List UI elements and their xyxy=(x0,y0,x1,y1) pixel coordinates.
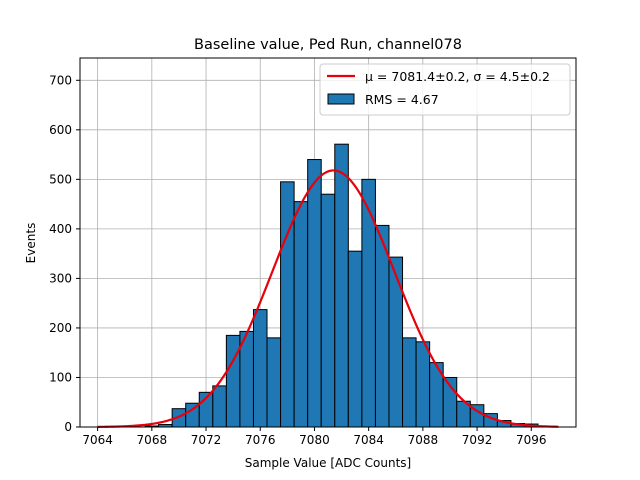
x-tick-label: 7064 xyxy=(82,433,113,447)
y-tick-label: 400 xyxy=(49,222,72,236)
legend-box xyxy=(319,63,571,116)
x-tick-label: 7068 xyxy=(137,433,168,447)
histogram-bar xyxy=(334,143,349,428)
histogram-bar xyxy=(374,224,390,428)
histogram-bar xyxy=(225,334,241,428)
chart-title: Baseline value, Ped Run, channel078 xyxy=(194,37,462,53)
histogram-bar xyxy=(307,159,322,428)
histogram-bar xyxy=(347,250,363,428)
y-axis-label: Events xyxy=(24,223,38,264)
histogram-bar xyxy=(402,337,417,428)
legend: μ = 7081.4±0.2, σ = 4.5±0.2 RMS = 4.67 xyxy=(319,63,571,116)
x-tick-label: 7088 xyxy=(408,433,439,447)
y-tick-label: 700 xyxy=(49,73,72,87)
y-tick-label: 200 xyxy=(49,321,72,335)
histogram-bar xyxy=(212,385,227,428)
y-tick-label: 100 xyxy=(49,370,72,384)
x-tick-label: 7092 xyxy=(462,433,493,447)
x-tick-label: 7080 xyxy=(299,433,330,447)
x-tick-label: 7076 xyxy=(245,433,276,447)
y-tick-label: 0 xyxy=(64,420,72,434)
legend-fit-label: μ = 7081.4±0.2, σ = 4.5±0.2 xyxy=(365,69,550,84)
x-tick-label: 7072 xyxy=(191,433,222,447)
y-tick-label: 500 xyxy=(49,172,72,186)
x-axis-label: Sample Value [ADC Counts] xyxy=(245,456,411,470)
y-axis-ticks: 0 100 200 300 400 500 600 700 xyxy=(49,73,80,434)
histogram-bar xyxy=(266,337,282,428)
histogram-bar xyxy=(388,256,404,428)
x-axis-ticks: 7064 7068 7072 7076 7080 7084 7088 7092 7096 xyxy=(82,427,547,447)
x-tick-label: 7096 xyxy=(516,433,547,447)
y-tick-label: 300 xyxy=(49,271,72,285)
x-tick-label: 7084 xyxy=(353,433,384,447)
plot-frame xyxy=(79,57,577,428)
legend-hist-label: RMS = 4.67 xyxy=(365,92,439,107)
histogram-bar xyxy=(361,178,376,428)
histogram-bar xyxy=(280,181,295,428)
y-tick-label: 600 xyxy=(49,123,72,137)
histogram-bar xyxy=(320,193,336,428)
legend-hist-swatch xyxy=(327,93,355,105)
gaussian-fit-curve xyxy=(97,169,559,428)
histogram-bar xyxy=(415,341,431,428)
histogram-bar xyxy=(293,201,309,428)
histogram-bar xyxy=(252,309,268,428)
